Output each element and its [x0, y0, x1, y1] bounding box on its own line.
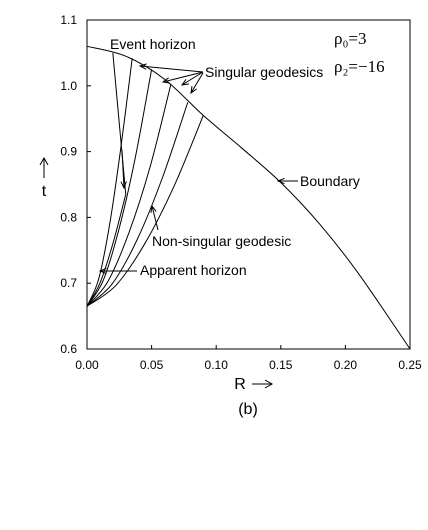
caption: (b) [238, 401, 258, 418]
y-axis-label: t [42, 183, 47, 200]
x-tick-label: 0.20 [334, 358, 358, 372]
x-arrow [252, 379, 274, 389]
curve [112, 52, 127, 195]
y-arrow [39, 156, 49, 178]
annotation-arrow [138, 63, 204, 73]
x-tick-label: 0.15 [269, 358, 293, 372]
annotation: ρ₂=−16 [334, 57, 385, 76]
y-tick-label: 0.7 [60, 276, 77, 290]
annotation: ρ₀=3 [334, 29, 367, 48]
y-tick-label: 0.6 [60, 342, 77, 356]
annotation: Singular geodesics [205, 64, 323, 80]
y-tick-label: 0.8 [60, 210, 77, 224]
annotation-arrow [120, 149, 127, 190]
annotation-arrow [150, 204, 159, 231]
annotation: Apparent horizon [140, 262, 247, 278]
annotation: Non-singular geodesic [152, 233, 291, 249]
annotation-arrow [161, 71, 204, 84]
x-axis-label: R [234, 376, 246, 393]
curve [86, 102, 189, 307]
x-tick-label: 0.00 [75, 358, 99, 372]
annotation-arrow [180, 71, 204, 86]
y-tick-label: 0.9 [60, 145, 77, 159]
curve [86, 69, 153, 307]
annotation: Event horizon [110, 36, 196, 52]
annotation: Boundary [300, 173, 360, 189]
curve [86, 58, 133, 307]
curve [86, 45, 411, 350]
curve [86, 83, 172, 307]
x-tick-label: 0.10 [205, 358, 229, 372]
y-tick-label: 1.0 [60, 79, 77, 93]
y-tick-label: 1.1 [60, 13, 77, 27]
curve [86, 115, 204, 307]
annotation-arrow [276, 177, 298, 185]
annotation-arrow [98, 267, 137, 275]
annotation-arrow [190, 72, 204, 95]
x-tick-label: 0.25 [398, 358, 422, 372]
plot-frame [86, 19, 411, 350]
curve [86, 194, 127, 307]
axis-arrows [39, 156, 274, 389]
x-tick-label: 0.05 [140, 358, 164, 372]
